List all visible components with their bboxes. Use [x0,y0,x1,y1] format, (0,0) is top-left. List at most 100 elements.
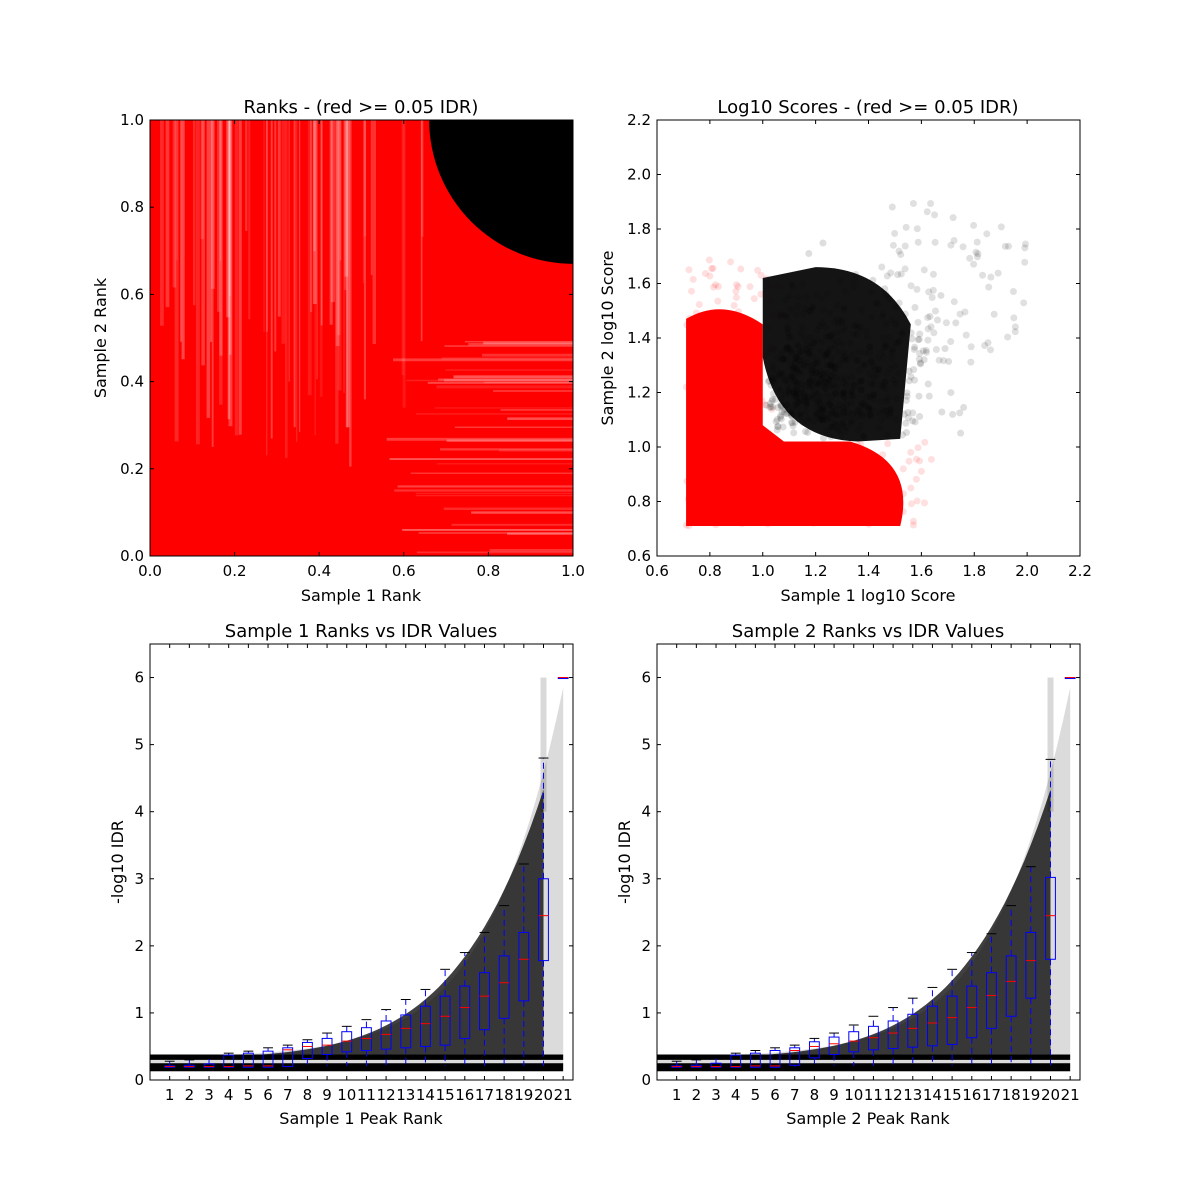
black-point [961,308,969,316]
red-point [921,499,929,507]
black-point [1020,299,1028,307]
log10-xlabel: Sample 1 log10 Score [781,586,956,605]
x-tick-label: 7 [790,1086,800,1104]
red-point [737,265,745,273]
black-point [967,358,975,366]
red-point [914,444,922,452]
black-point [1009,288,1017,296]
black-point [1001,242,1009,250]
red-point [746,283,754,291]
black-point [907,282,915,290]
x-tick-label: 3 [204,1086,214,1104]
red-point [909,521,917,529]
black-point [905,377,913,385]
red-point [909,517,917,525]
x-tick-label: 18 [495,1086,514,1104]
x-tick-label: 0.4 [307,562,331,580]
ranks-scatter-panel: Ranks - (red >= 0.05 IDR) Sample 1 Rank … [91,97,585,605]
y-tick-label: 1.0 [627,438,651,456]
x-tick-label: 0.0 [138,562,162,580]
black-point [1022,240,1030,248]
x-tick-label: 5 [244,1086,254,1104]
black-point [882,341,890,349]
black-point [778,408,786,416]
black-point [907,373,915,381]
black-point [997,223,1005,231]
x-tick-label: 2.0 [1015,562,1039,580]
y-tick-label: 4 [134,803,144,821]
x-tick-label: 8 [810,1086,820,1104]
black-point [769,395,777,403]
black-point [769,403,777,411]
x-tick-label: 1.2 [804,562,828,580]
black-point [901,265,909,273]
x-tick-label: 0.2 [223,562,247,580]
points-tail [540,677,547,812]
black-point [915,335,923,343]
box-body [262,1050,274,1068]
red-point [884,440,892,448]
red-point [733,281,741,289]
red-point [899,465,907,473]
black-point [932,345,940,353]
black-point [768,397,776,405]
y-tick-label: 0.2 [120,460,144,478]
black-point [901,242,909,250]
black-point [910,345,918,353]
red-point [710,283,718,291]
black-point [1011,328,1019,336]
red-point [768,405,776,413]
black-point [987,346,995,354]
red-point [917,467,925,475]
black-point [916,350,924,358]
black-point [957,429,965,437]
black-point [776,413,784,421]
x-tick-label: 13 [903,1086,922,1104]
black-point [909,409,917,417]
black-point [903,389,911,397]
black-point [973,238,981,246]
black-point [891,229,899,237]
red-point [750,295,758,303]
x-tick-label: 18 [1002,1086,1021,1104]
y-tick-label: 0.4 [120,373,144,391]
x-tick-label: 14 [416,1086,435,1104]
box-body [439,995,451,1046]
box-body [907,1013,919,1048]
box-body [808,1041,820,1059]
box-body [1025,931,1037,999]
black-point [967,343,975,351]
black-point [952,319,960,327]
x-tick-label: 12 [377,1086,396,1104]
black-point [774,422,782,430]
red-point [709,264,717,272]
x-tick-label: 2 [185,1086,195,1104]
black-point [819,434,827,442]
black-point [947,389,955,397]
x-tick-label: 21 [554,1086,573,1104]
black-point [882,291,890,299]
black-point [909,200,917,208]
box-body [203,1063,215,1068]
box-body [400,1014,412,1049]
black-point [889,241,897,249]
black-point [928,294,936,302]
black-point [949,214,957,222]
black-point [1010,314,1018,322]
red-point [714,282,722,290]
black-point [903,392,911,400]
black-point [929,270,937,278]
box-body [242,1052,254,1068]
black-point [994,269,1002,277]
black-point [987,273,995,281]
box-body [848,1031,860,1053]
x-tick-label: 20 [1041,1086,1060,1104]
y-tick-label: 4 [641,803,651,821]
black-point [931,238,939,246]
x-tick-label: 2.2 [1068,562,1092,580]
red-point [907,484,915,492]
black-point [902,419,910,427]
y-tick-label: 1.0 [120,111,144,129]
box-body [321,1037,333,1056]
log10-marks [682,200,1030,530]
